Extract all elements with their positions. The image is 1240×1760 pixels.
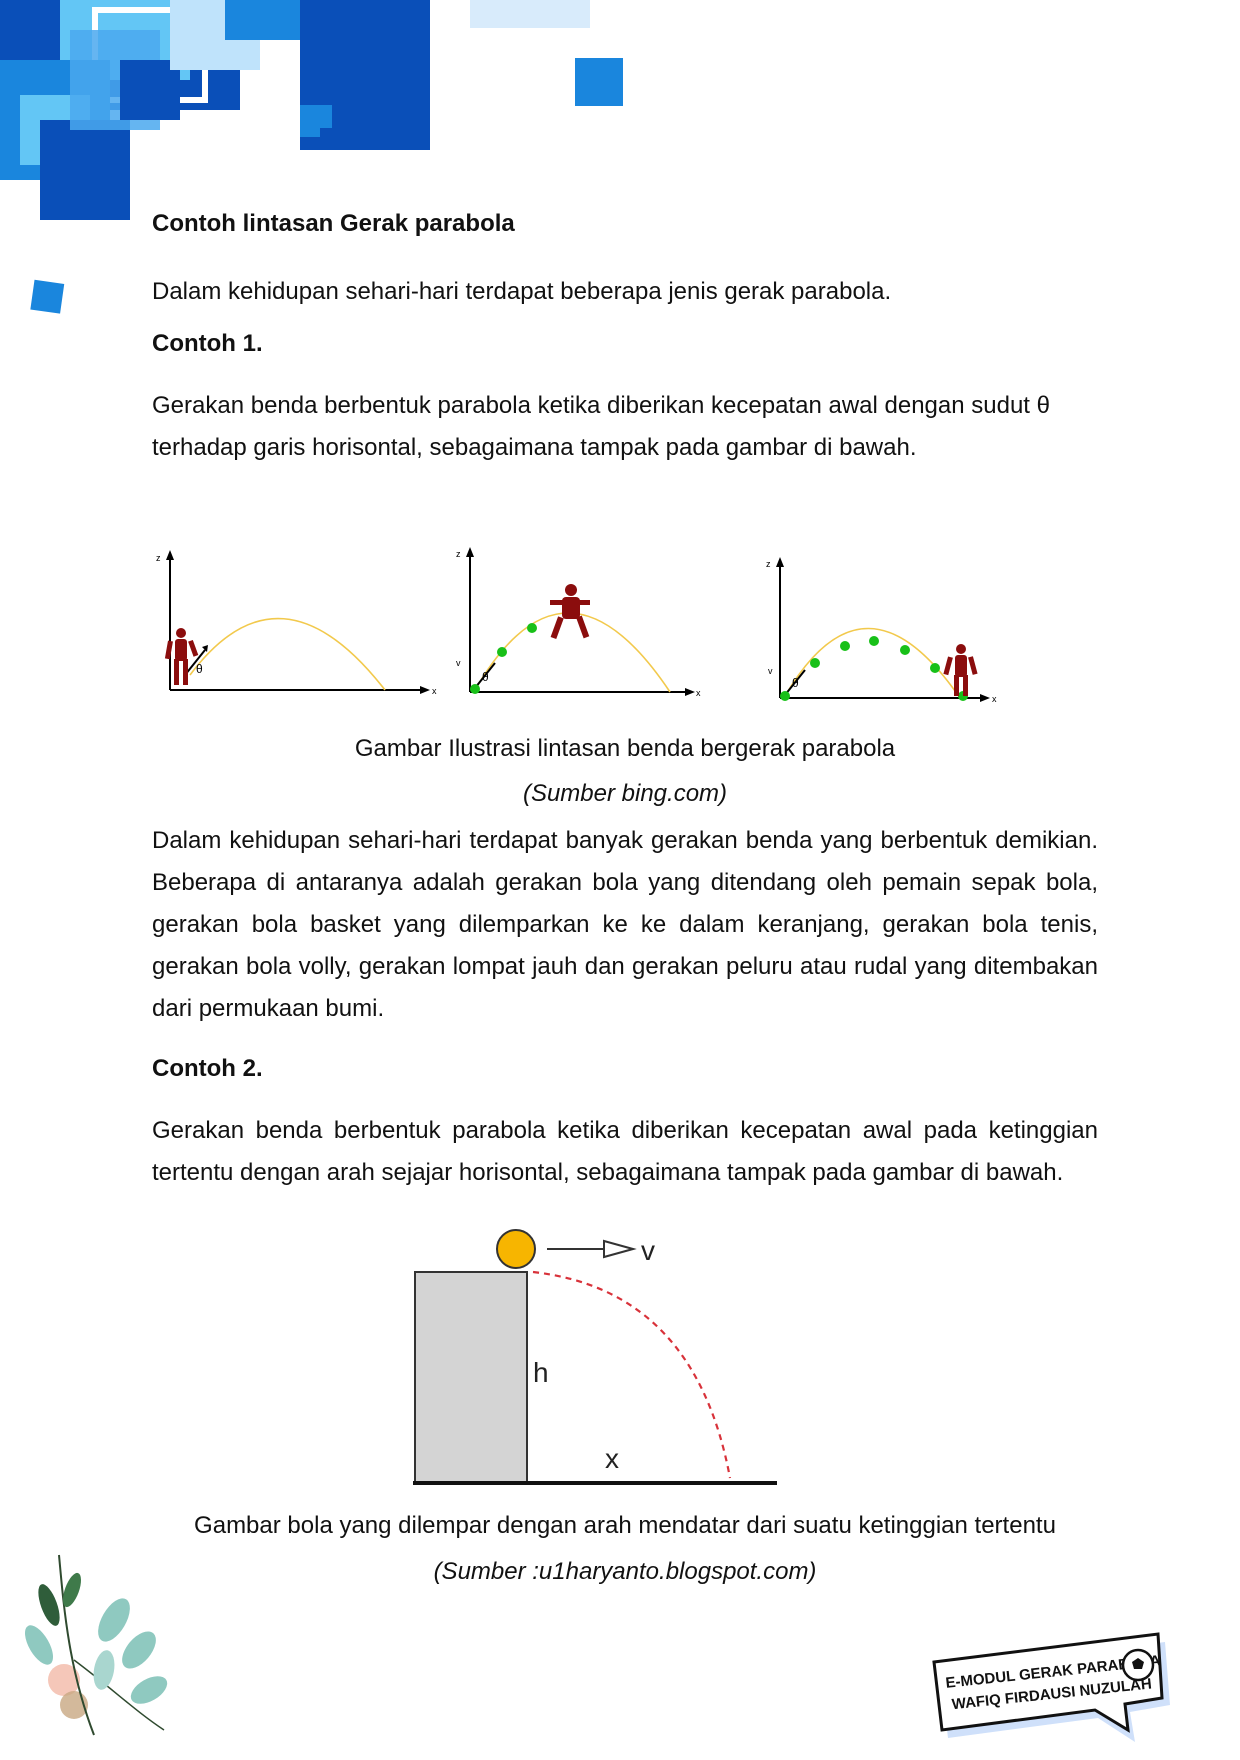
figure1-source-wrapper: (Sumber bing.com) bbox=[152, 780, 1098, 808]
axis-x-label: x bbox=[992, 694, 997, 704]
decorative-plant bbox=[25, 1554, 168, 1736]
example1-title: Contoh 1. bbox=[152, 330, 263, 357]
intro-text: Dalam kehidupan sehari-hari terdapat beb… bbox=[152, 278, 892, 305]
section-title: Contoh lintasan Gerak parabola bbox=[152, 210, 515, 237]
axis-z-label: z bbox=[456, 549, 461, 559]
decorative-blue-squares bbox=[0, 0, 623, 220]
jumping-person-figure bbox=[550, 584, 590, 640]
angle-label: θ bbox=[196, 662, 203, 676]
panel-b: z x v θ bbox=[456, 547, 701, 698]
figure2-caption: Gambar bola yang dilempar dengan arah me… bbox=[194, 1512, 1056, 1539]
example1-paragraph: Dalam kehidupan sehari-hari terdapat ban… bbox=[152, 827, 1098, 1022]
figure-horizontal-throw: v h x bbox=[413, 1229, 777, 1485]
figure2-caption-wrapper: Gambar bola yang dilempar dengan arah me… bbox=[152, 1512, 1098, 1540]
axis-x-label: x bbox=[432, 686, 437, 696]
figure1-caption: Gambar Ilustrasi lintasan benda bergerak… bbox=[354, 735, 896, 762]
panel-c: z x v θ bbox=[766, 557, 997, 704]
trajectory-dashed bbox=[532, 1270, 732, 1479]
figure1-source: (Sumber bing.com) bbox=[522, 780, 728, 807]
text-block-1: Contoh lintasan Gerak parabola bbox=[152, 210, 1098, 238]
ball bbox=[496, 1229, 536, 1269]
panel-a: z x θ bbox=[156, 550, 437, 696]
axis-z-label: z bbox=[156, 553, 161, 563]
angle-label: θ bbox=[792, 676, 799, 690]
velocity-label: v bbox=[768, 666, 773, 676]
figure2-source-wrapper: (Sumber :u1haryanto.blogspot.com) bbox=[152, 1558, 1098, 1586]
example2-title: Contoh 2. bbox=[152, 1055, 263, 1082]
axis-z-label: z bbox=[766, 559, 771, 569]
angle-label: θ bbox=[482, 670, 489, 684]
figure1-caption-wrapper: Gambar Ilustrasi lintasan benda bergerak… bbox=[152, 735, 1098, 763]
figure-parabola-illustration: z x θ z x v θ bbox=[156, 547, 997, 704]
axis-x-label: x bbox=[696, 688, 701, 698]
example2-text: Gerakan benda berbentuk parabola ketika … bbox=[152, 1117, 1098, 1186]
soccer-ball-icon bbox=[1121, 1648, 1155, 1682]
example1-title-wrapper: Contoh 1. bbox=[152, 330, 1098, 358]
velocity-label: v bbox=[641, 1235, 655, 1266]
example1-paragraph-wrapper: Dalam kehidupan sehari-hari terdapat ban… bbox=[152, 820, 1098, 1030]
example1-text-wrapper: Gerakan benda berbentuk parabola ketika … bbox=[152, 385, 1098, 469]
person-figure bbox=[164, 628, 199, 685]
example1-text: Gerakan benda berbentuk parabola ketika … bbox=[152, 392, 1050, 461]
intro-wrapper: Dalam kehidupan sehari-hari terdapat beb… bbox=[152, 271, 1098, 313]
person-figure bbox=[943, 644, 978, 696]
velocity-label: v bbox=[456, 658, 461, 668]
height-label: h bbox=[533, 1357, 549, 1388]
building-block bbox=[414, 1271, 528, 1483]
example2-text-wrapper: Gerakan benda berbentuk parabola ketika … bbox=[152, 1110, 1098, 1194]
figure2-source: (Sumber :u1haryanto.blogspot.com) bbox=[433, 1558, 817, 1585]
decorative-small-square bbox=[30, 279, 65, 314]
module-badge: E-MODUL GERAK PARABOLA WAFIQ FIRDAUSI NU… bbox=[932, 1632, 1170, 1742]
example2-title-wrapper: Contoh 2. bbox=[152, 1055, 1098, 1083]
distance-label: x bbox=[605, 1443, 619, 1474]
